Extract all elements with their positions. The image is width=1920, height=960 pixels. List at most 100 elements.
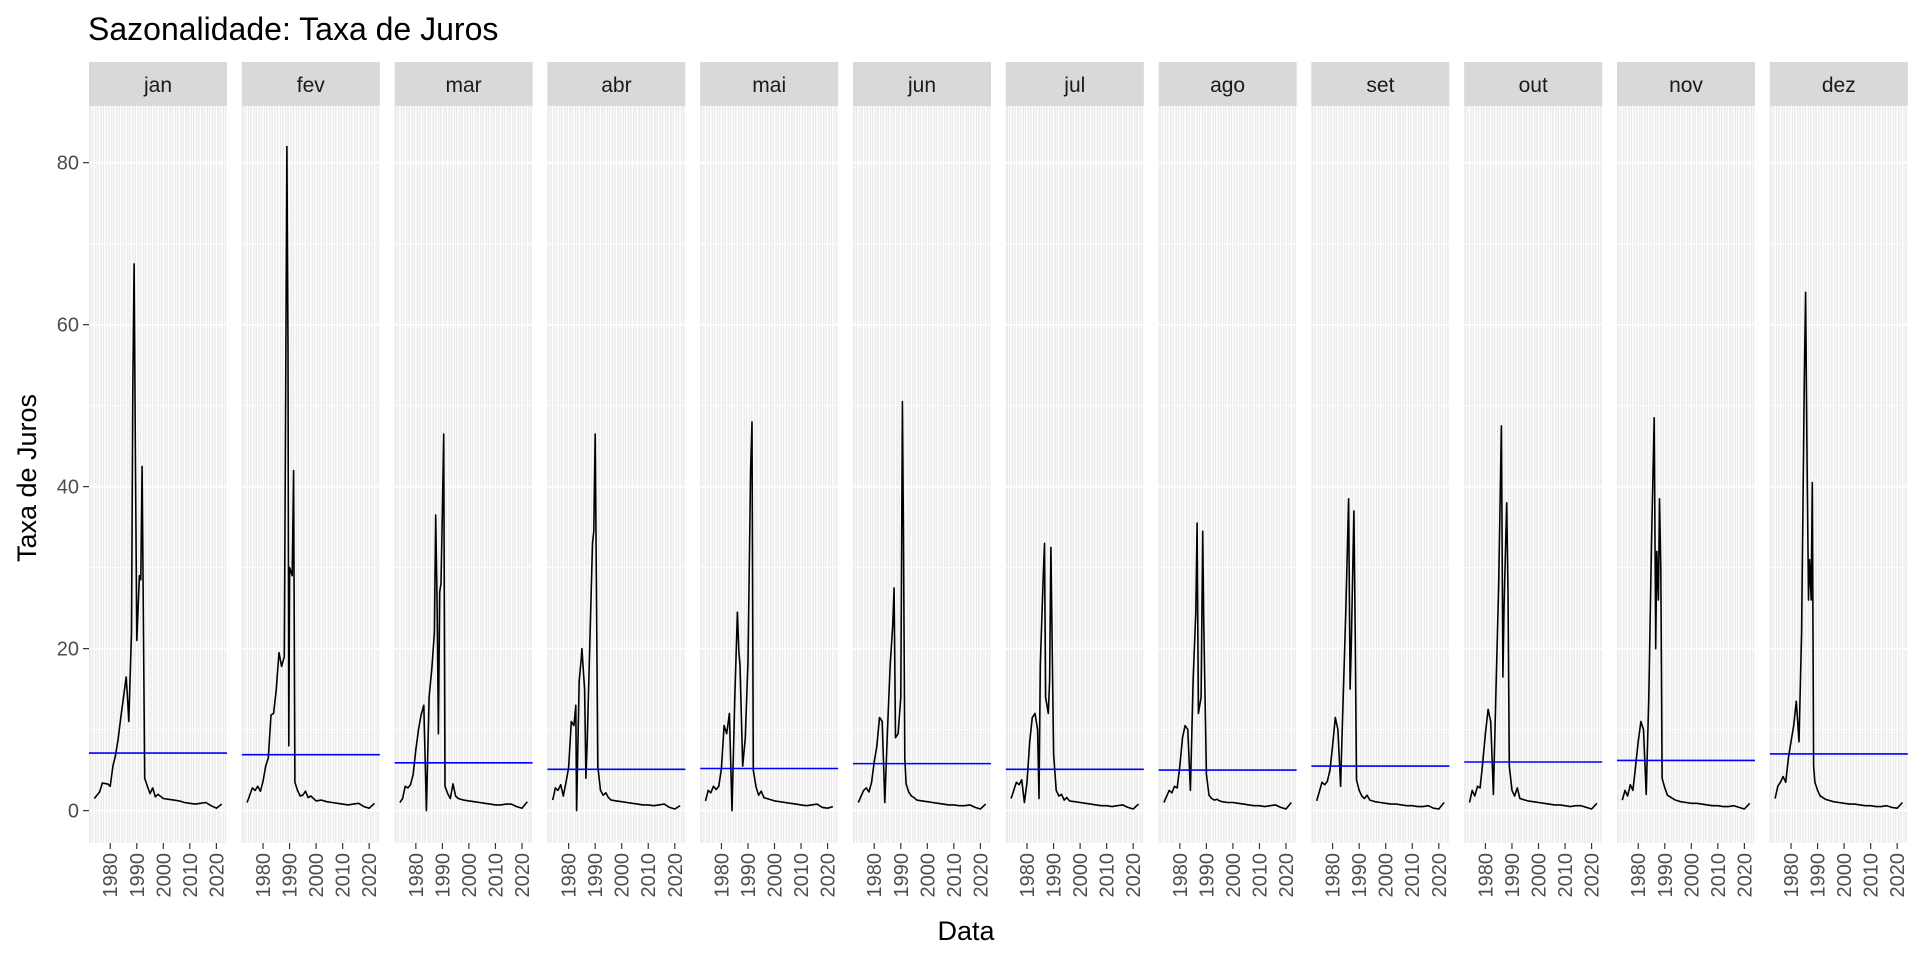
- facet-panel-mai: mai 1980 1990 2000 2010 2020: [700, 62, 840, 898]
- facet-panel-nov: nov 1980 1990 2000 2010 2020: [1617, 62, 1756, 898]
- x-tick-label: 2000: [153, 853, 175, 898]
- x-tick-label: 2000: [1223, 853, 1245, 898]
- x-tick-label: 1980: [1170, 853, 1192, 898]
- gridlines: [1617, 106, 1756, 843]
- x-tick-label: 2010: [485, 853, 507, 898]
- x-tick-label: 1990: [1196, 853, 1218, 898]
- x-tick-label: 1980: [711, 853, 733, 898]
- x-tick-label: 1990: [738, 853, 760, 898]
- facet-panel-jun: jun 1980 1990 2000 2010 2020: [853, 62, 992, 898]
- series-line-jun: [857, 400, 987, 810]
- x-tick-label: 2010: [638, 853, 660, 898]
- strip-label: fev: [297, 74, 326, 97]
- strip-label: jul: [1063, 74, 1085, 97]
- strip-label: abr: [601, 74, 631, 97]
- x-tick-label: 2010: [1402, 853, 1424, 898]
- gridlines: [1158, 106, 1298, 843]
- x-tick-label: 2020: [970, 853, 992, 898]
- x-tick-label: 1980: [100, 853, 122, 898]
- gridlines: [547, 106, 687, 843]
- x-tick-label: 2000: [765, 853, 787, 898]
- x-tick-label: 1990: [127, 853, 149, 898]
- strip-background: [89, 62, 227, 106]
- series-line-jul: [1010, 542, 1140, 810]
- x-tick-label: 2010: [944, 853, 966, 898]
- facet-panel-ago: ago 1980 1990 2000 2010 2020: [1158, 62, 1298, 898]
- x-tick-label: 2020: [1734, 853, 1756, 898]
- y-axis: 0 20 40 60 80: [57, 153, 89, 823]
- x-tick-label: 2010: [333, 853, 355, 898]
- y-axis-title: Taxa de Juros: [12, 394, 42, 562]
- x-tick-label: 2010: [1097, 853, 1119, 898]
- series-line-abr: [551, 433, 681, 812]
- x-tick-label: 2020: [359, 853, 381, 898]
- facet-panel-fev: fev 1980 1990 2000 2010 2020: [241, 62, 381, 898]
- gridlines: [394, 106, 534, 843]
- x-tick-label: 2020: [665, 853, 687, 898]
- series-line-jan: [93, 263, 223, 809]
- x-tick-label: 2020: [1123, 853, 1145, 898]
- facet-panel-jan: jan 1980 1990 2000 2010 2020: [89, 62, 228, 898]
- x-tick-label: 2000: [306, 853, 328, 898]
- strip-label: out: [1519, 74, 1548, 97]
- x-tick-label: 1990: [891, 853, 913, 898]
- x-tick-label: 2000: [1376, 853, 1398, 898]
- x-tick-label: 1980: [406, 853, 428, 898]
- x-tick-label: 2000: [1681, 853, 1703, 898]
- facet-panel-dez: dez 1980 1990 2000 2010 2020: [1769, 62, 1909, 898]
- chart-title: Sazonalidade: Taxa de Juros: [88, 11, 498, 47]
- series-line-mai: [704, 421, 834, 812]
- strip-background: [241, 62, 380, 106]
- strip-background: [394, 62, 533, 106]
- y-tick-label: 20: [57, 639, 79, 661]
- x-axis-title: Data: [937, 916, 995, 946]
- x-tick-label: 1980: [1475, 853, 1497, 898]
- x-tick-label: 2020: [512, 853, 534, 898]
- strip-background: [700, 62, 839, 106]
- strip-label: jun: [907, 74, 936, 97]
- x-tick-label: 2000: [1834, 853, 1856, 898]
- strip-label: mai: [752, 74, 786, 97]
- x-tick-label: 2000: [1070, 853, 1092, 898]
- series-line-out: [1468, 425, 1598, 810]
- gridlines: [853, 106, 992, 843]
- x-tick-label: 1990: [1655, 853, 1677, 898]
- x-tick-label: 2000: [612, 853, 634, 898]
- facet-panel-mar: mar 1980 1990 2000 2010 2020: [394, 62, 534, 898]
- strip-background: [853, 62, 991, 106]
- x-tick-label: 2000: [1529, 853, 1551, 898]
- x-tick-label: 2010: [1555, 853, 1577, 898]
- gridlines: [89, 106, 228, 843]
- y-tick-label: 40: [57, 477, 79, 499]
- facet-panel-out: out 1980 1990 2000 2010 2020: [1464, 62, 1604, 898]
- x-tick-label: 2020: [818, 853, 840, 898]
- x-tick-label: 2010: [1249, 853, 1271, 898]
- strip-background: [1769, 62, 1908, 106]
- gridlines: [1769, 106, 1909, 843]
- series-line-ago: [1163, 522, 1292, 810]
- x-tick-label: 1980: [253, 853, 275, 898]
- strip-label: ago: [1210, 74, 1245, 97]
- x-tick-label: 2010: [180, 853, 202, 898]
- gridlines: [1005, 106, 1145, 843]
- x-tick-label: 1980: [1628, 853, 1650, 898]
- facet-panel-jul: jul 1980 1990 2000 2010 2020: [1005, 62, 1145, 898]
- strip-label: nov: [1669, 74, 1703, 97]
- series-line-set: [1315, 498, 1445, 810]
- series-line-mar: [399, 433, 528, 812]
- gridlines: [1464, 106, 1603, 843]
- y-tick-label: 0: [68, 801, 79, 823]
- x-tick-label: 1990: [1349, 853, 1371, 898]
- x-tick-label: 1990: [585, 853, 607, 898]
- strip-background: [1464, 62, 1603, 106]
- x-tick-label: 2010: [1861, 853, 1883, 898]
- strip-label: set: [1366, 74, 1394, 97]
- x-tick-label: 2020: [1276, 853, 1298, 898]
- x-tick-label: 1980: [1017, 853, 1039, 898]
- strip-background: [1005, 62, 1144, 106]
- gridlines: [1311, 106, 1451, 843]
- x-tick-label: 1990: [1808, 853, 1830, 898]
- y-tick-label: 60: [57, 315, 79, 337]
